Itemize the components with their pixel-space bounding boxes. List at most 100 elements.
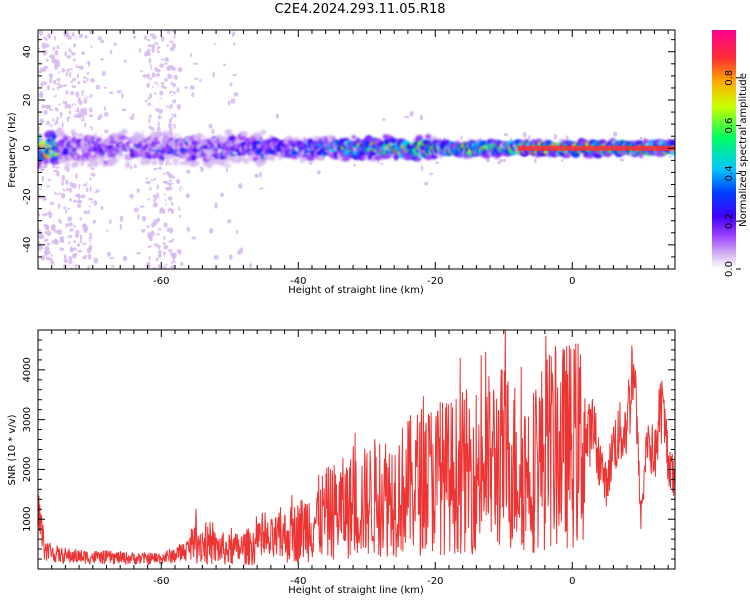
noise-blob (62, 100, 68, 105)
band-blob (669, 139, 675, 146)
noise-blob (351, 157, 355, 165)
noise-blob (154, 163, 159, 168)
noise-blob (409, 110, 414, 117)
noise-blob (153, 177, 156, 181)
noise-blob (161, 209, 166, 212)
noise-blob (312, 165, 318, 169)
noise-blob (165, 187, 169, 191)
band-blob (572, 151, 580, 158)
noise-blob (67, 216, 73, 222)
noise-blob (57, 229, 63, 236)
noise-blob (40, 81, 44, 87)
noise-blob (137, 213, 140, 220)
noise-blob (121, 178, 127, 183)
noise-blob (46, 84, 51, 91)
noise-blob (72, 77, 77, 82)
noise-blob (133, 207, 139, 213)
noise-blob (242, 234, 248, 239)
noise-blob (45, 128, 48, 133)
noise-blob (52, 184, 56, 191)
y-tick-label: 40 (22, 45, 33, 58)
y-tick-label: 1000 (22, 506, 33, 531)
noise-blob (380, 162, 384, 166)
band-blob (139, 136, 145, 141)
noise-blob (89, 127, 92, 134)
noise-blob (139, 123, 144, 129)
noise-blob (59, 69, 62, 75)
noise-blob (221, 187, 225, 193)
noise-blob (38, 195, 42, 200)
noise-blob (148, 122, 154, 127)
noise-blob (47, 212, 53, 216)
noise-blob (53, 210, 56, 216)
noise-blob (176, 168, 179, 172)
noise-blob (163, 232, 167, 236)
noise-blob (71, 206, 75, 211)
noise-blob (230, 193, 235, 197)
noise-blob (271, 169, 275, 176)
noise-blob (148, 183, 152, 188)
noise-blob (184, 86, 188, 89)
noise-blob (225, 167, 229, 173)
noise-blob (59, 247, 65, 251)
noise-blob (270, 114, 273, 118)
noise-blob (80, 108, 85, 112)
band-blob (120, 129, 128, 135)
noise-blob (151, 61, 157, 66)
colorbar-tick-label: 0.8 (724, 70, 735, 86)
noise-blob (147, 245, 152, 248)
noise-blob (153, 250, 157, 255)
noise-blob (157, 228, 162, 231)
noise-blob (69, 91, 75, 96)
band-blob (92, 160, 99, 167)
noise-blob (245, 210, 249, 216)
noise-blob (170, 215, 176, 221)
noise-blob (155, 233, 160, 236)
noise-blob (43, 238, 49, 242)
band-blob (70, 137, 77, 144)
noise-blob (67, 104, 72, 110)
band-blob (428, 155, 434, 159)
band-blob (223, 164, 231, 168)
noise-blob (65, 70, 68, 77)
noise-blob (162, 47, 167, 52)
noise-blob (100, 265, 104, 269)
noise-blob (229, 196, 233, 203)
noise-blob (232, 183, 236, 187)
noise-blob (424, 181, 429, 186)
noise-blob (55, 80, 59, 84)
noise-blob (38, 92, 43, 98)
noise-blob (93, 168, 97, 174)
spectrogram-marks (38, 30, 675, 269)
noise-blob (108, 91, 114, 95)
noise-blob (146, 30, 152, 34)
noise-blob (67, 32, 72, 35)
noise-blob (424, 130, 430, 136)
noise-blob (55, 182, 59, 189)
noise-blob (74, 193, 81, 198)
noise-blob (238, 98, 244, 104)
noise-blob (86, 78, 89, 82)
noise-blob (639, 136, 643, 140)
noise-blob (506, 156, 510, 162)
noise-blob (79, 63, 83, 67)
noise-blob (59, 187, 63, 192)
noise-blob (184, 198, 187, 201)
noise-blob (232, 46, 237, 50)
noise-blob (84, 122, 87, 128)
band-blob (414, 156, 422, 162)
band-blob (70, 129, 76, 136)
noise-blob (168, 118, 172, 123)
noise-blob (212, 39, 215, 46)
noise-blob (632, 137, 637, 142)
noise-blob (652, 137, 658, 140)
noise-blob (43, 36, 47, 40)
noise-blob (83, 30, 86, 34)
noise-blob (78, 64, 84, 71)
noise-blob (101, 233, 107, 237)
noise-blob (140, 223, 146, 230)
noise-blob (82, 115, 85, 120)
noise-blob (308, 162, 313, 165)
noise-blob (119, 171, 123, 177)
noise-blob (156, 69, 161, 72)
